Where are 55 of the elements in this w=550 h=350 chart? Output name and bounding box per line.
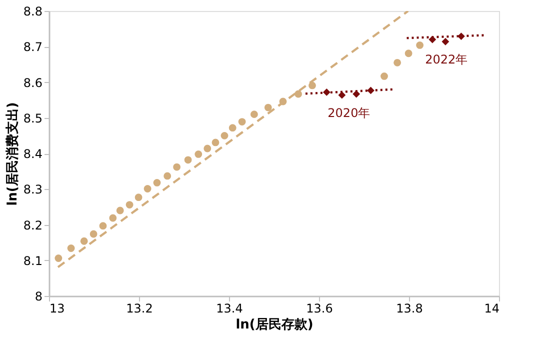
- x-tick-label: 14: [484, 302, 500, 316]
- point: [54, 254, 62, 262]
- point: [416, 42, 424, 49]
- point: [67, 244, 75, 252]
- point: [442, 38, 450, 46]
- point: [322, 88, 330, 96]
- point: [250, 110, 258, 118]
- point: [457, 32, 465, 40]
- y-tick-label: 8.2: [23, 218, 42, 232]
- y-axis-title: ln(居民消费支出): [5, 102, 20, 206]
- point: [428, 36, 436, 44]
- point: [404, 50, 412, 58]
- point: [164, 172, 172, 180]
- annotation: 2022年: [425, 52, 468, 67]
- x-tick-label: 13.8: [396, 302, 423, 316]
- x-tick-label: 13.4: [216, 302, 243, 316]
- point: [184, 156, 192, 164]
- point: [228, 124, 236, 132]
- point: [352, 90, 360, 98]
- y-tick-label: 8: [34, 290, 42, 304]
- x-axis-title: ln(居民存款): [236, 318, 314, 332]
- y-tick-label: 8.7: [23, 40, 42, 54]
- point: [116, 206, 124, 214]
- point: [144, 185, 152, 192]
- point: [264, 104, 272, 112]
- point: [220, 132, 228, 140]
- point: [134, 194, 142, 202]
- point: [80, 237, 88, 245]
- y-tick-label: 8.3: [23, 182, 42, 197]
- point: [380, 72, 388, 80]
- y-tick-label: 8.1: [23, 254, 42, 268]
- point: [153, 179, 161, 186]
- y-tick-label: 8.6: [23, 76, 42, 90]
- point: [99, 222, 107, 230]
- point: [367, 86, 374, 94]
- y-tick-label: 8.4: [23, 147, 42, 161]
- point: [294, 90, 302, 98]
- point: [194, 150, 202, 158]
- x-tick-label: 13: [50, 302, 65, 316]
- annotation: 2020年: [328, 106, 370, 120]
- point: [204, 144, 212, 152]
- point: [212, 138, 220, 146]
- y-tick-label: 8.8: [23, 4, 42, 18]
- point: [308, 82, 316, 90]
- point: [126, 201, 134, 208]
- x-tick-label: 13.2: [126, 302, 153, 316]
- x-tick-label: 13.6: [306, 302, 333, 316]
- y-tick-label: 8.5: [23, 111, 42, 126]
- point: [109, 214, 117, 222]
- point: [394, 58, 402, 66]
- point: [173, 163, 181, 171]
- point: [90, 230, 98, 238]
- point: [338, 91, 346, 99]
- point: [238, 118, 246, 126]
- point: [279, 98, 287, 106]
